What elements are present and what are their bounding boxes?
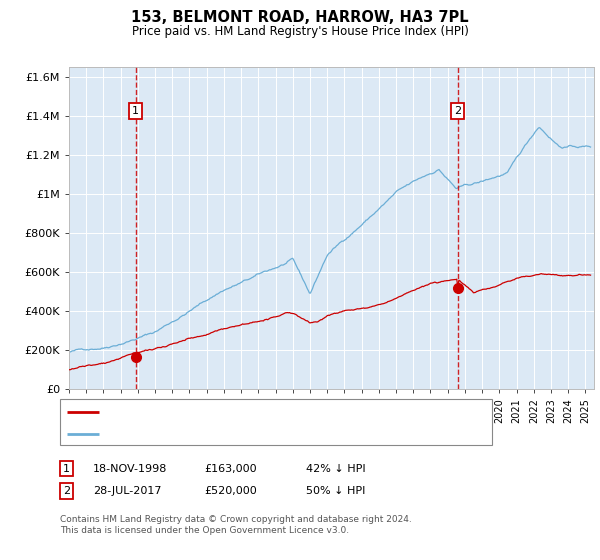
- Text: 42% ↓ HPI: 42% ↓ HPI: [306, 464, 365, 474]
- Text: 2: 2: [63, 486, 70, 496]
- Text: HPI: Average price, detached house, Harrow: HPI: Average price, detached house, Harr…: [103, 429, 334, 438]
- Text: Contains HM Land Registry data © Crown copyright and database right 2024.
This d: Contains HM Land Registry data © Crown c…: [60, 515, 412, 535]
- Text: 153, BELMONT ROAD, HARROW, HA3 7PL (detached house): 153, BELMONT ROAD, HARROW, HA3 7PL (deta…: [103, 407, 413, 417]
- Text: 2: 2: [454, 106, 461, 116]
- Text: 18-NOV-1998: 18-NOV-1998: [93, 464, 167, 474]
- Text: 1: 1: [63, 464, 70, 474]
- Text: 153, BELMONT ROAD, HARROW, HA3 7PL: 153, BELMONT ROAD, HARROW, HA3 7PL: [131, 10, 469, 25]
- Text: £163,000: £163,000: [204, 464, 257, 474]
- Text: Price paid vs. HM Land Registry's House Price Index (HPI): Price paid vs. HM Land Registry's House …: [131, 25, 469, 38]
- Text: 1: 1: [132, 106, 139, 116]
- Text: 28-JUL-2017: 28-JUL-2017: [93, 486, 161, 496]
- Text: 50% ↓ HPI: 50% ↓ HPI: [306, 486, 365, 496]
- Text: £520,000: £520,000: [204, 486, 257, 496]
